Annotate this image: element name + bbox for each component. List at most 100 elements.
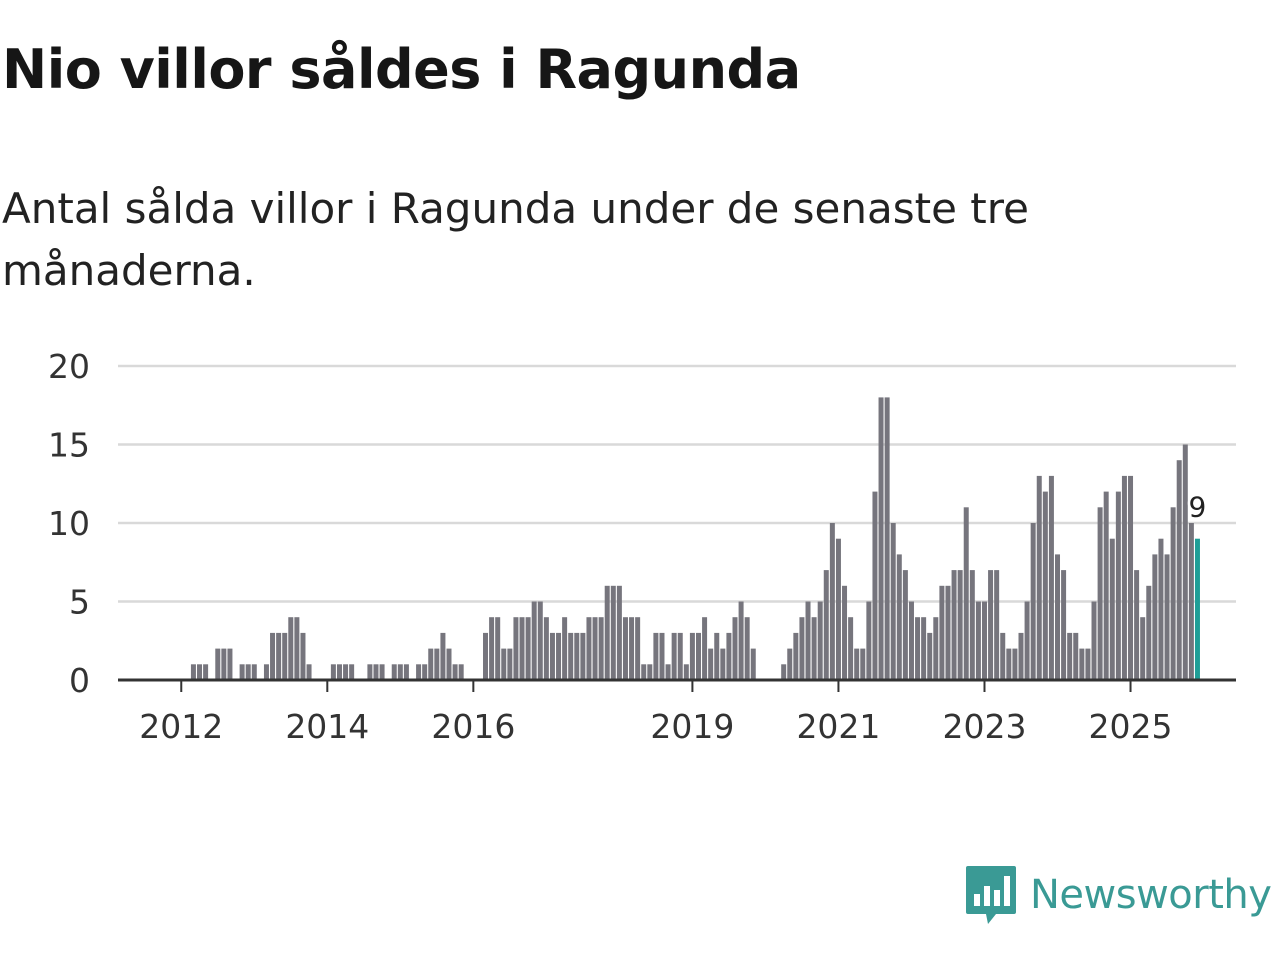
bar [1188, 523, 1194, 680]
bar [556, 632, 562, 680]
newsworthy-logo: Newsworthy [964, 864, 1272, 926]
bar [489, 617, 495, 680]
bar [957, 570, 963, 680]
bar [592, 617, 598, 680]
bar [629, 617, 635, 680]
bar [1030, 523, 1036, 680]
bar [525, 617, 531, 680]
bar [1055, 554, 1061, 680]
bar [1134, 570, 1140, 680]
bar [270, 632, 276, 680]
y-tick-label: 10 [48, 504, 90, 543]
bar [373, 664, 379, 680]
bar [641, 664, 647, 680]
y-tick-label: 20 [48, 347, 90, 386]
bar [221, 648, 227, 680]
bar [1128, 475, 1134, 680]
bar [483, 632, 489, 680]
bar [1097, 507, 1103, 680]
x-tick-label: 2023 [942, 707, 1026, 746]
bar [805, 601, 811, 680]
bar [495, 617, 501, 680]
bar [501, 648, 507, 680]
bar [744, 617, 750, 680]
y-tick-label: 5 [69, 583, 90, 622]
bar [811, 617, 817, 680]
bar [507, 648, 513, 680]
bar [683, 664, 689, 680]
bar [306, 664, 312, 680]
bar [890, 523, 896, 680]
bar [215, 648, 221, 680]
x-tick-label: 2012 [139, 707, 223, 746]
bar [695, 632, 701, 680]
bar [994, 570, 1000, 680]
bar [647, 664, 653, 680]
bar [829, 523, 835, 680]
brand-name: Newsworthy [1030, 872, 1272, 918]
bar [720, 648, 726, 680]
bar [440, 632, 446, 680]
bar [817, 601, 823, 680]
bar [963, 507, 969, 680]
bar [1036, 475, 1042, 680]
bar [288, 617, 294, 680]
bar [251, 664, 257, 680]
bar [1182, 444, 1188, 680]
bar [988, 570, 994, 680]
bar [239, 664, 245, 680]
bar [927, 632, 933, 680]
bar [452, 664, 458, 680]
bar [568, 632, 574, 680]
bar [902, 570, 908, 680]
bar [343, 664, 349, 680]
bar [549, 632, 555, 680]
data-labels: 9 [1186, 488, 1209, 526]
bar [933, 617, 939, 680]
bar [245, 664, 251, 680]
bar [708, 648, 714, 680]
chart-subtitle: Antal sålda villor i Ragunda under de se… [2, 184, 1029, 295]
bar [659, 632, 665, 680]
bar [543, 617, 549, 680]
bar [1067, 632, 1073, 680]
bar-latest [1194, 538, 1200, 680]
bar [1170, 507, 1176, 680]
x-tick-label: 2016 [431, 707, 515, 746]
y-tick-label: 15 [48, 426, 90, 465]
bar [1158, 538, 1164, 680]
bar-chart: 0 5 10 15 20 2012 2014 2016 2019 2021 2023 2025 9 [48, 347, 1236, 746]
bar [835, 538, 841, 680]
bar [1121, 475, 1127, 680]
bar [616, 585, 622, 680]
bar [336, 664, 342, 680]
x-axis-ticks: 2012 2014 2016 2019 2021 2023 2025 [139, 680, 1173, 746]
bar [860, 648, 866, 680]
bar [896, 554, 902, 680]
bar [422, 664, 428, 680]
bar [653, 632, 659, 680]
bar [671, 632, 677, 680]
bar [458, 664, 464, 680]
bars [190, 397, 1200, 680]
bar [878, 397, 884, 680]
bar [1176, 460, 1182, 680]
x-tick-label: 2014 [285, 707, 369, 746]
chart-title: Nio villor såldes i Ragunda [2, 38, 801, 101]
bar [1085, 648, 1091, 680]
bar [397, 664, 403, 680]
bar [908, 601, 914, 680]
bar [416, 664, 422, 680]
x-tick-label: 2025 [1089, 707, 1173, 746]
bar [349, 664, 355, 680]
bar [872, 491, 878, 680]
bar [866, 601, 872, 680]
bar [1018, 632, 1024, 680]
bar [939, 585, 945, 680]
bar [1048, 475, 1054, 680]
bar [586, 617, 592, 680]
x-tick-label: 2019 [650, 707, 734, 746]
bar [1164, 554, 1170, 680]
bar [197, 664, 203, 680]
bar [580, 632, 586, 680]
